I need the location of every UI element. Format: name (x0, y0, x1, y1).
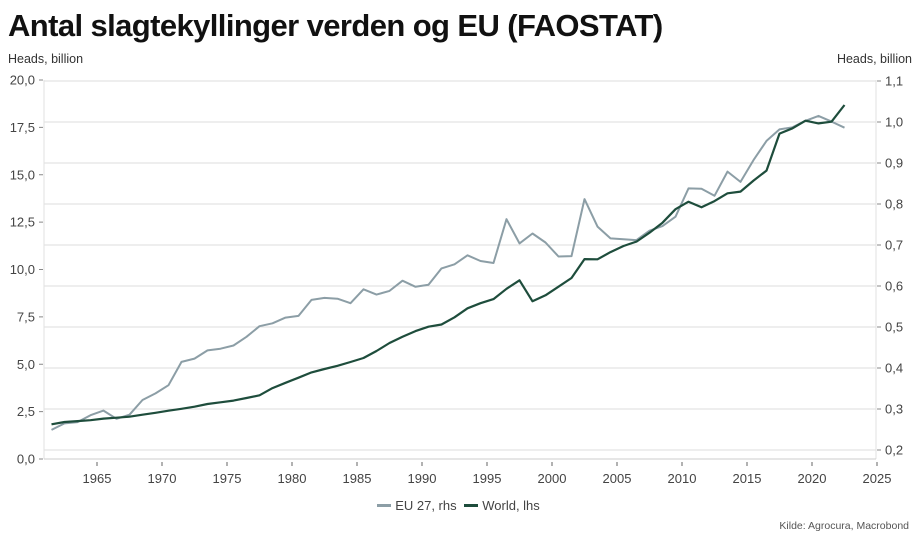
y-tick-label: 0,0 (17, 452, 35, 467)
y-tick-label: 2,5 (17, 404, 35, 419)
x-tick-label: 2025 (863, 471, 892, 486)
y2-tick-label: 0,7 (885, 238, 903, 253)
legend: EU 27, rhs World, lhs (0, 495, 917, 513)
right-axis-unit-label: Heads, billion (836, 52, 912, 66)
legend-swatch-eu (377, 504, 392, 507)
y-tick-label: 7,5 (17, 309, 35, 324)
y2-tick-label: 0,2 (885, 443, 903, 458)
x-tick-label: 1975 (213, 471, 242, 486)
x-tick-label: 2000 (538, 471, 567, 486)
x-tick-label: 1970 (148, 471, 177, 486)
x-tick-label: 1985 (343, 471, 372, 486)
y-tick-label: 5,0 (17, 357, 35, 372)
chart-title: Antal slagtekyllinger verden og EU (FAOS… (8, 8, 663, 43)
y2-tick-label: 0,8 (885, 197, 903, 212)
series-line-world (51, 104, 846, 426)
y2-tick-label: 0,4 (885, 361, 903, 376)
y-tick-label: 15,0 (10, 167, 35, 182)
y2-tick-label: 0,5 (885, 320, 903, 335)
y2-tick-label: 1,0 (885, 115, 903, 130)
y-tick-label: 10,0 (10, 262, 35, 277)
axes: 0,0 2,5 5,0 7,5 10,0 12,5 15,0 17,5 20,0 0,2 0,3 0,… (10, 73, 903, 487)
legend-label-eu: EU 27, rhs (395, 498, 457, 513)
source-note: Kilde: Agrocura, Macrobond (779, 520, 909, 532)
legend-swatch-world (464, 504, 479, 507)
series-line-eu27 (51, 114, 845, 431)
x-tick-label: 1965 (83, 471, 112, 486)
y2-tick-label: 0,3 (885, 402, 903, 417)
x-tick-label: 2005 (603, 471, 632, 486)
x-tick-label: 2010 (668, 471, 697, 486)
y2-tick-label: 0,9 (885, 156, 903, 171)
left-axis-unit-label: Heads, billion (8, 52, 84, 66)
legend-item-eu: EU 27, rhs (377, 498, 457, 513)
x-tick-label: 2020 (798, 471, 827, 486)
y2-tick-label: 0,6 (885, 279, 903, 294)
x-tick-label: 1980 (278, 471, 307, 486)
gridlines (44, 80, 876, 451)
x-tick-label: 2015 (733, 471, 762, 486)
x-tick-label: 1995 (473, 471, 502, 486)
y-tick-label: 17,5 (10, 120, 35, 135)
series-lines (51, 104, 846, 431)
legend-label-world: World, lhs (482, 498, 540, 513)
legend-item-world: World, lhs (464, 498, 540, 513)
y-tick-label: 12,5 (10, 215, 35, 230)
x-tick-label: 1990 (408, 471, 437, 486)
y-tick-label: 20,0 (10, 73, 35, 88)
y2-tick-label: 1,1 (885, 74, 903, 89)
